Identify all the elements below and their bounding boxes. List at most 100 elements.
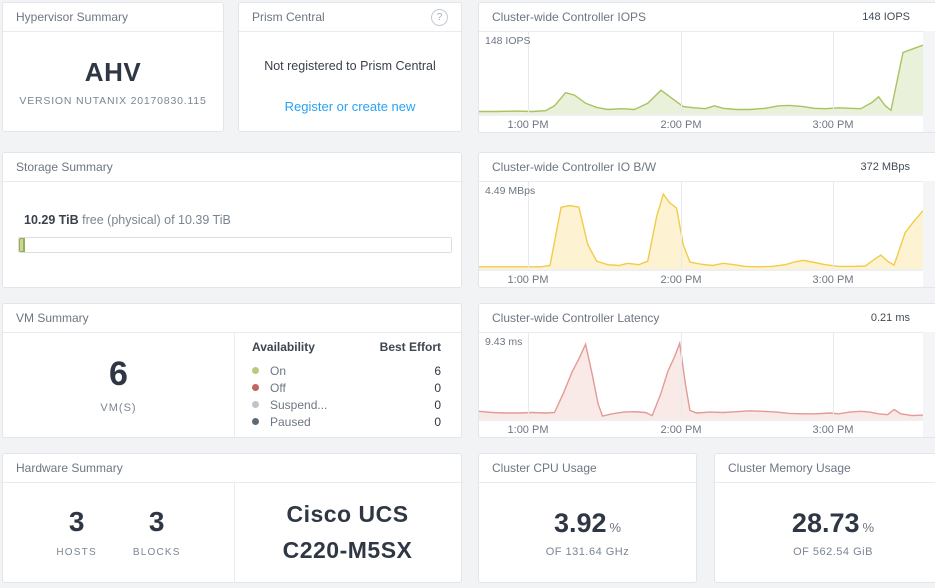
card-header: Storage Summary	[3, 153, 461, 182]
x-axis: 1:00 PM 2:00 PM 3:00 PM	[479, 419, 935, 437]
chart-title: Cluster-wide Controller IOPS	[492, 9, 647, 24]
x-tick-label: 2:00 PM	[660, 119, 702, 131]
hosts-label: HOSTS	[56, 547, 97, 558]
register-prism-central-link[interactable]: Register or create new	[284, 99, 416, 114]
vm-table-header: Availability Best Effort	[252, 340, 441, 354]
vm-count-block: 6 VM(S)	[3, 332, 234, 437]
status-dot-icon	[252, 418, 259, 425]
hardware-model-line2: C220-M5SX	[282, 537, 413, 563]
vm-availability-row: Off 0	[252, 379, 441, 396]
chart-plot-area: 148 IOPS	[479, 32, 935, 114]
card-title: Cluster Memory Usage	[728, 460, 851, 475]
vm-count: 6	[109, 355, 128, 393]
hardware-summary-card: Hardware Summary 3 HOSTS 3 BLOCKS Cisco …	[2, 453, 462, 583]
prism-central-card: Prism Central ? Not registered to Prism …	[238, 2, 462, 132]
x-tick-label: 3:00 PM	[812, 274, 854, 286]
area-fill	[479, 343, 923, 419]
vm-state-count: 0	[434, 380, 441, 395]
status-dot-icon	[252, 367, 259, 374]
gridline	[528, 32, 529, 114]
memory-capacity: OF 562.54 GiB	[793, 546, 873, 558]
area-chart	[479, 192, 923, 269]
gridline	[833, 333, 834, 419]
vm-availability-table: Availability Best Effort On 6 Off 0 Suspend.…	[252, 340, 441, 430]
card-header: Cluster-wide Controller IO B/W 372 MBps	[479, 153, 935, 182]
controller-iops-chart-card: Cluster-wide Controller IOPS 148 IOPS 14…	[478, 2, 935, 133]
vm-availability-row: Suspend... 0	[252, 396, 441, 413]
vm-state-count: 0	[434, 397, 441, 412]
hosts-block: 3 HOSTS	[56, 482, 96, 582]
controller-latency-chart-card: Cluster-wide Controller Latency 0.21 ms …	[478, 303, 935, 438]
prism-content: Not registered to Prism Central Register…	[239, 32, 461, 114]
gridline	[681, 333, 682, 419]
cpu-usage-value: 3.92%	[554, 508, 621, 539]
prism-status-message: Not registered to Prism Central	[264, 59, 436, 73]
x-axis: 1:00 PM 2:00 PM 3:00 PM	[479, 114, 935, 132]
gridline	[681, 182, 682, 269]
area-fill	[479, 45, 923, 114]
memory-usage-content: 28.73% OF 562.54 GiB	[715, 483, 935, 582]
policy-header: Best Effort	[379, 340, 441, 354]
vm-state-label: Paused	[270, 414, 311, 429]
storage-free-text: 10.29 TiB free (physical) of 10.39 TiB	[24, 213, 231, 227]
x-tick-label: 3:00 PM	[812, 424, 854, 436]
x-tick-label: 1:00 PM	[507, 119, 549, 131]
vertical-divider	[234, 482, 235, 582]
hardware-model-line1: Cisco UCS	[286, 501, 409, 527]
vm-summary-card: VM Summary 6 VM(S) Availability Best Eff…	[2, 303, 462, 438]
area-line	[479, 340, 923, 417]
area-chart	[479, 340, 923, 419]
area-chart	[479, 44, 923, 114]
chart-current-value: 372 MBps	[860, 160, 910, 173]
cluster-cpu-usage-card: Cluster CPU Usage 3.92% OF 131.64 GHz	[478, 453, 697, 583]
storage-used-fill	[19, 238, 26, 252]
vm-state-label: On	[270, 363, 287, 378]
memory-usage-unit: %	[862, 520, 875, 535]
vm-count-label: VM(S)	[100, 402, 137, 414]
availability-header: Availability	[252, 340, 315, 354]
card-title: VM Summary	[16, 310, 89, 325]
x-axis: 1:00 PM 2:00 PM 3:00 PM	[479, 269, 935, 287]
x-tick-label: 1:00 PM	[507, 274, 549, 286]
chart-title: Cluster-wide Controller IO B/W	[492, 159, 657, 174]
storage-summary-card: Storage Summary 10.29 TiB free (physical…	[2, 152, 462, 288]
x-tick-label: 2:00 PM	[660, 274, 702, 286]
vertical-divider	[234, 332, 235, 437]
y-axis-max-label: 4.49 MBps	[485, 185, 536, 197]
gridline	[833, 32, 834, 114]
chart-future-region	[923, 181, 935, 287]
hardware-model-block: Cisco UCS C220-M5SX	[234, 482, 461, 582]
help-icon[interactable]: ?	[431, 8, 448, 26]
card-header: Hardware Summary	[3, 454, 461, 483]
cpu-usage-number: 3.92	[553, 508, 607, 538]
card-title: Cluster CPU Usage	[492, 460, 597, 475]
status-dot-icon	[252, 384, 259, 391]
gridline	[528, 182, 529, 269]
card-header: Cluster Memory Usage	[715, 454, 935, 483]
blocks-block: 3 BLOCKS	[133, 482, 181, 582]
chart-title: Cluster-wide Controller Latency	[492, 310, 660, 325]
area-fill	[479, 194, 923, 269]
x-tick-label: 2:00 PM	[660, 424, 702, 436]
card-header: VM Summary	[3, 304, 461, 333]
storage-usage-bar	[18, 237, 452, 253]
vm-state-label: Suspend...	[270, 397, 328, 412]
gridline	[833, 182, 834, 269]
card-header: Cluster-wide Controller Latency 0.21 ms	[479, 304, 935, 333]
card-title: Prism Central	[252, 9, 325, 24]
vm-state-count: 0	[434, 414, 441, 429]
hosts-count: 3	[68, 506, 85, 537]
cpu-usage-content: 3.92% OF 131.64 GHz	[479, 483, 696, 582]
card-title: Hardware Summary	[16, 460, 123, 475]
storage-free-rest: free (physical) of 10.39 TiB	[78, 213, 231, 227]
x-tick-label: 3:00 PM	[812, 119, 854, 131]
card-header: Cluster-wide Controller IOPS 148 IOPS	[479, 3, 935, 32]
gridline	[681, 32, 682, 114]
vm-availability-row: Paused 0	[252, 413, 441, 430]
card-header: Hypervisor Summary	[3, 3, 223, 32]
chart-current-value: 148 IOPS	[862, 10, 910, 23]
chart-current-value: 0.21 ms	[870, 311, 910, 324]
x-tick-label: 1:00 PM	[507, 424, 549, 436]
hypervisor-content: AHV VERSION NUTANIX 20170830.115	[3, 32, 223, 131]
cpu-capacity: OF 131.64 GHz	[545, 546, 630, 558]
